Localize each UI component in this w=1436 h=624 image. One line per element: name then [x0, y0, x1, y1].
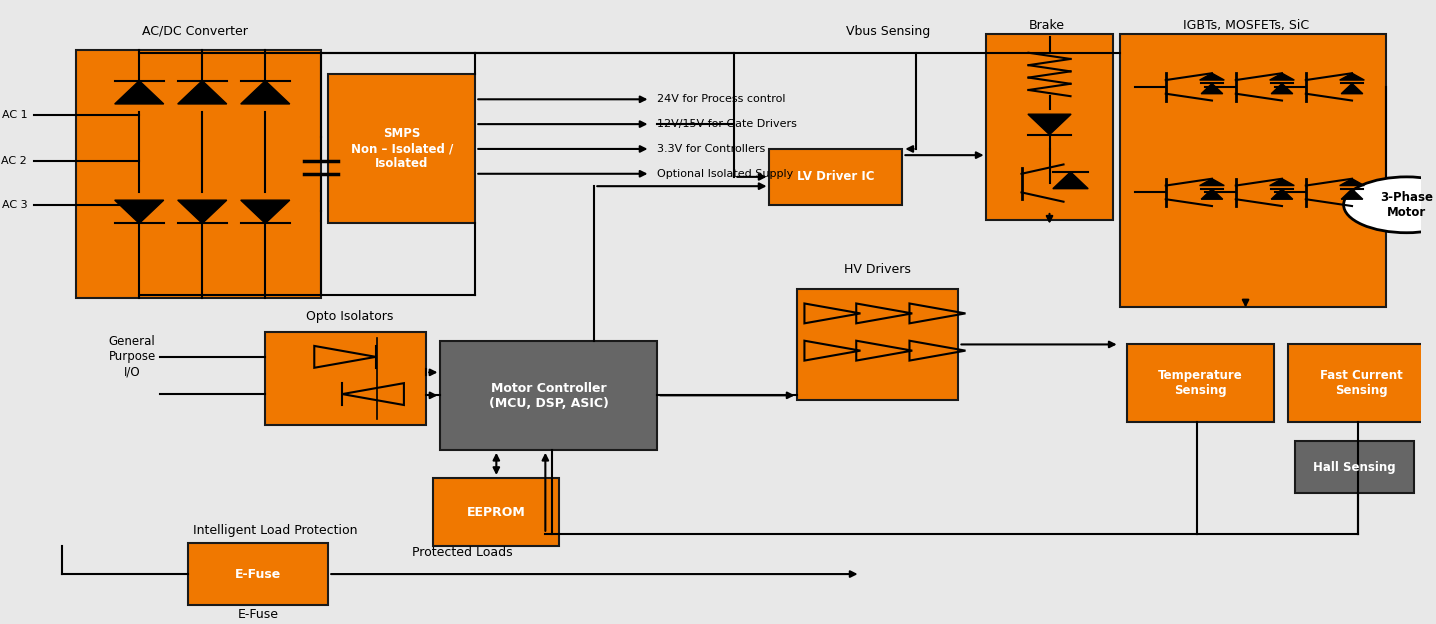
Polygon shape	[1028, 114, 1071, 135]
FancyBboxPatch shape	[987, 34, 1113, 220]
Text: Temperature
Sensing: Temperature Sensing	[1157, 369, 1242, 397]
FancyBboxPatch shape	[76, 50, 322, 298]
Text: General
Purpose
I/O: General Purpose I/O	[109, 335, 157, 378]
Polygon shape	[115, 80, 164, 104]
Polygon shape	[1271, 189, 1292, 199]
Polygon shape	[1269, 178, 1294, 185]
Polygon shape	[1271, 84, 1292, 94]
FancyBboxPatch shape	[1288, 344, 1435, 422]
Text: Fast Current
Sensing: Fast Current Sensing	[1320, 369, 1403, 397]
Text: Hall Sensing: Hall Sensing	[1313, 461, 1396, 474]
Polygon shape	[241, 80, 290, 104]
Polygon shape	[1340, 73, 1364, 80]
Text: EEPROM: EEPROM	[467, 505, 526, 519]
Polygon shape	[1199, 178, 1225, 185]
FancyBboxPatch shape	[434, 478, 560, 546]
Text: 12V/15V for Gate Drivers: 12V/15V for Gate Drivers	[658, 119, 797, 129]
Text: IGBTs, MOSFETs, SiC: IGBTs, MOSFETs, SiC	[1182, 19, 1308, 32]
Text: AC 3: AC 3	[1, 200, 27, 210]
Text: LV Driver IC: LV Driver IC	[797, 170, 875, 183]
FancyBboxPatch shape	[797, 288, 958, 400]
Polygon shape	[1199, 73, 1225, 80]
Text: AC 1: AC 1	[1, 110, 27, 120]
FancyBboxPatch shape	[1126, 344, 1274, 422]
Text: SMPS
Non – Isolated /
Isolated: SMPS Non – Isolated / Isolated	[350, 127, 452, 170]
Polygon shape	[1269, 73, 1294, 80]
Text: Motor Controller
(MCU, DSP, ASIC): Motor Controller (MCU, DSP, ASIC)	[488, 382, 609, 409]
Text: HV Drivers: HV Drivers	[844, 263, 910, 276]
Polygon shape	[1341, 189, 1363, 199]
FancyBboxPatch shape	[770, 149, 902, 205]
Polygon shape	[115, 200, 164, 223]
FancyBboxPatch shape	[266, 332, 426, 425]
Polygon shape	[178, 200, 227, 223]
Text: Protected Loads: Protected Loads	[412, 545, 513, 558]
Polygon shape	[1200, 84, 1222, 94]
Text: Opto Isolators: Opto Isolators	[306, 310, 393, 323]
FancyBboxPatch shape	[441, 341, 658, 450]
Polygon shape	[1200, 189, 1222, 199]
Text: Optional Isolated Supply: Optional Isolated Supply	[658, 168, 794, 178]
Polygon shape	[178, 80, 227, 104]
Polygon shape	[1341, 84, 1363, 94]
Text: 24V for Process control: 24V for Process control	[658, 94, 785, 104]
Polygon shape	[1053, 172, 1088, 188]
FancyBboxPatch shape	[188, 543, 329, 605]
Text: E-Fuse: E-Fuse	[238, 608, 279, 622]
Text: Vbus Sensing: Vbus Sensing	[846, 25, 931, 38]
Polygon shape	[241, 200, 290, 223]
Text: AC 2: AC 2	[1, 157, 27, 167]
Text: Intelligent Load Protection: Intelligent Load Protection	[192, 524, 358, 537]
Text: E-Fuse: E-Fuse	[236, 568, 281, 580]
Text: AC/DC Converter: AC/DC Converter	[142, 25, 248, 38]
Text: Brake: Brake	[1028, 19, 1064, 32]
FancyBboxPatch shape	[1295, 441, 1413, 494]
FancyBboxPatch shape	[329, 74, 475, 223]
Polygon shape	[1340, 178, 1364, 185]
Text: 3-Phase
Motor: 3-Phase Motor	[1380, 191, 1433, 219]
Text: 3.3V for Controllers: 3.3V for Controllers	[658, 144, 765, 154]
Circle shape	[1344, 177, 1436, 233]
FancyBboxPatch shape	[1120, 34, 1386, 307]
